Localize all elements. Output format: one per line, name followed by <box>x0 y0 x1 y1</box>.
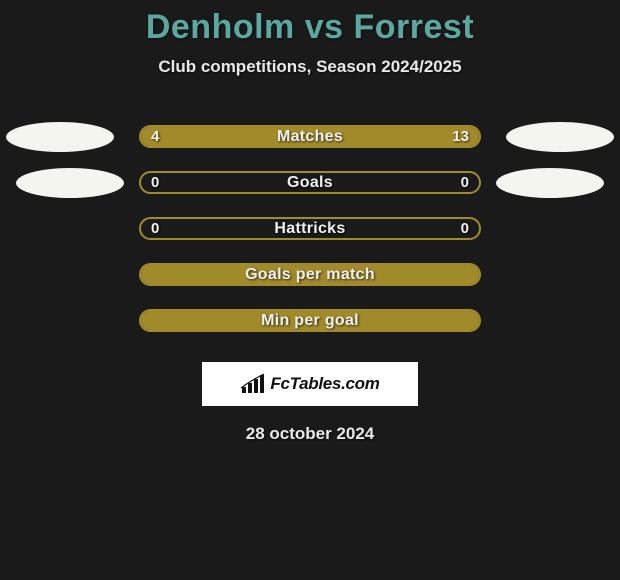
stat-label: Goals per match <box>141 265 479 284</box>
player-left-avatar <box>6 122 114 152</box>
stat-row: 413Matches <box>0 122 620 168</box>
stat-row: 00Goals <box>0 168 620 214</box>
stat-label: Hattricks <box>141 219 479 238</box>
comparison-widget: Denholm vs Forrest Club competitions, Se… <box>0 0 620 444</box>
stat-label: Matches <box>141 127 479 146</box>
stat-bar: 00Goals <box>139 171 481 194</box>
stat-row: Goals per match <box>0 260 620 306</box>
stat-bar: Goals per match <box>139 263 481 286</box>
player-left-avatar <box>16 168 124 198</box>
stat-row: 00Hattricks <box>0 214 620 260</box>
bars-container: 413Matches 00Goals 00Hattricks Goals per ma… <box>0 122 620 352</box>
date-label: 28 october 2024 <box>0 424 620 444</box>
brand-logo-inner: FcTables.com <box>240 373 379 395</box>
stat-label: Goals <box>141 173 479 192</box>
stat-row: Min per goal <box>0 306 620 352</box>
bar-chart-icon <box>240 373 266 395</box>
subtitle: Club competitions, Season 2024/2025 <box>0 57 620 77</box>
player-right-avatar <box>506 122 614 152</box>
player-right-avatar <box>496 168 604 198</box>
stat-bar: 413Matches <box>139 125 481 148</box>
stat-bar: Min per goal <box>139 309 481 332</box>
page-title: Denholm vs Forrest <box>0 8 620 47</box>
brand-text: FcTables.com <box>270 374 379 394</box>
brand-logo[interactable]: FcTables.com <box>202 362 418 406</box>
stat-bar: 00Hattricks <box>139 217 481 240</box>
stat-label: Min per goal <box>141 311 479 330</box>
